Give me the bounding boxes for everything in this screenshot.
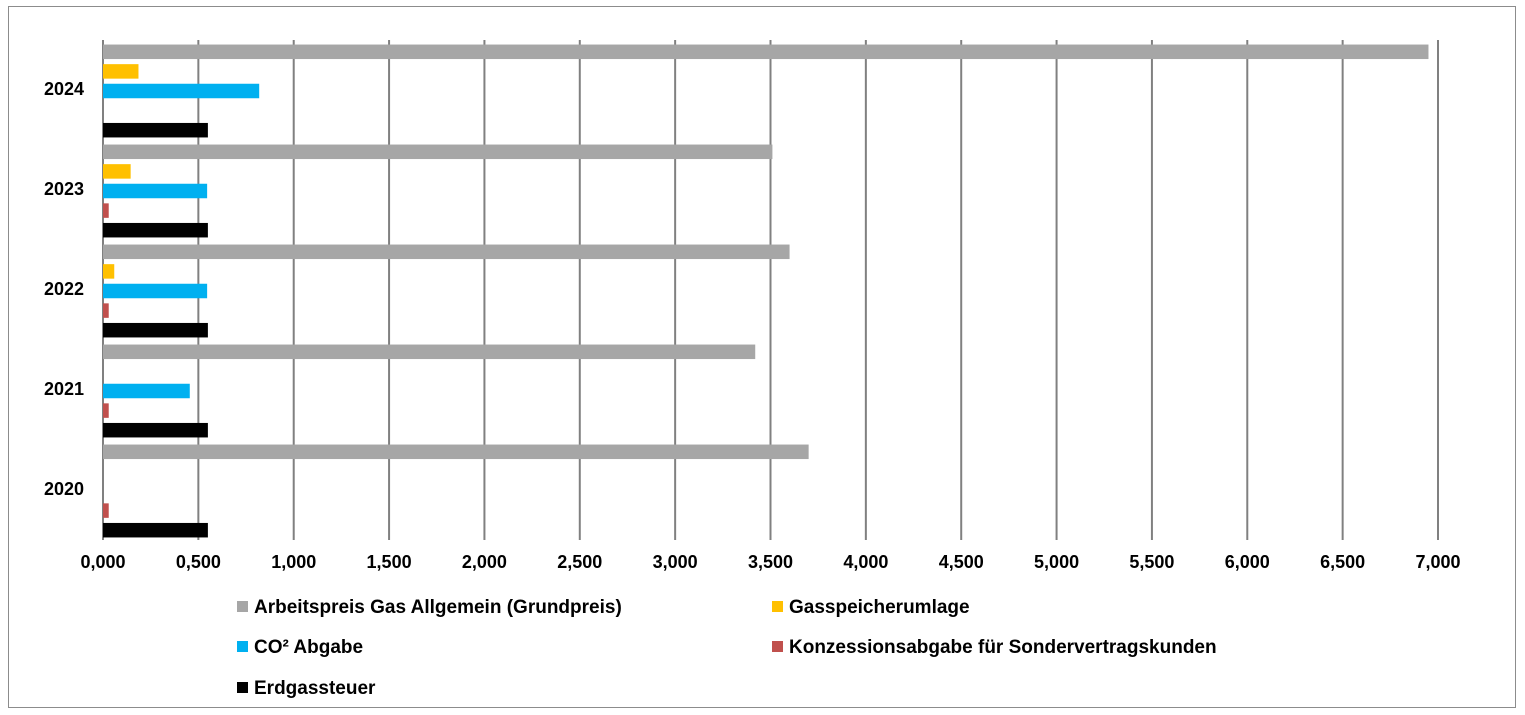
legend-label: Gasspeicherumlage bbox=[789, 597, 970, 618]
x-tick-label: 5,500 bbox=[1129, 552, 1174, 572]
y-tick-label: 2022 bbox=[44, 279, 84, 299]
legend-label: Konzessionsabgabe für Sondervertragskund… bbox=[789, 637, 1217, 658]
legend-label: Arbeitspreis Gas Allgemein (Grundpreis) bbox=[254, 597, 622, 618]
bar-2022-series-4 bbox=[103, 322, 208, 338]
grid-lines bbox=[102, 40, 1439, 540]
x-tick-label: 1,000 bbox=[271, 552, 316, 572]
x-tick-label: 4,500 bbox=[939, 552, 984, 572]
legend: Arbeitspreis Gas Allgemein (Grundpreis) G… bbox=[237, 597, 1217, 699]
bar-2020-series-4 bbox=[103, 522, 208, 538]
x-tick-label: 1,500 bbox=[367, 552, 412, 572]
y-tick-label: 2021 bbox=[44, 379, 84, 399]
legend-label: CO² Abgabe bbox=[254, 637, 363, 658]
chart-frame bbox=[8, 6, 1516, 708]
legend-swatch bbox=[772, 641, 783, 652]
legend-swatch bbox=[237, 601, 248, 612]
y-tick-label: 2023 bbox=[44, 179, 84, 199]
x-axis-tick-labels: 0,000 0,500 1,000 1,500 2,000 2,500 3,000 3,500… bbox=[80, 552, 1460, 572]
legend-swatch bbox=[237, 682, 248, 693]
x-tick-label: 0,000 bbox=[80, 552, 125, 572]
x-tick-label: 2,500 bbox=[557, 552, 602, 572]
bar-2023-series-4 bbox=[103, 222, 208, 238]
bars bbox=[103, 44, 1429, 538]
x-tick-label: 4,000 bbox=[843, 552, 888, 572]
legend-item: Gasspeicherumlage bbox=[772, 597, 970, 618]
bar-2022-series-2 bbox=[103, 283, 208, 299]
x-tick-label: 7,000 bbox=[1415, 552, 1460, 572]
bar-2022-series-0 bbox=[103, 244, 790, 260]
legend-item: CO² Abgabe bbox=[237, 637, 363, 658]
legend-item: Konzessionsabgabe für Sondervertragskund… bbox=[772, 637, 1217, 658]
bar-2024-series-0 bbox=[103, 44, 1429, 60]
y-tick-label: 2020 bbox=[44, 479, 84, 499]
bar-2021-series-3 bbox=[103, 403, 109, 418]
legend-label: Erdgassteuer bbox=[254, 678, 376, 699]
legend-item: Erdgassteuer bbox=[237, 678, 376, 699]
bar-2022-series-1 bbox=[103, 264, 115, 279]
y-tick-label: 2024 bbox=[44, 79, 84, 99]
bar-2022-series-3 bbox=[103, 303, 109, 318]
bar-2023-series-1 bbox=[103, 164, 131, 179]
bar-2024-series-2 bbox=[103, 83, 260, 99]
x-tick-label: 6,500 bbox=[1320, 552, 1365, 572]
x-tick-label: 5,000 bbox=[1034, 552, 1079, 572]
x-tick-label: 6,000 bbox=[1225, 552, 1270, 572]
bar-2020-series-3 bbox=[103, 503, 109, 518]
x-tick-label: 3,500 bbox=[748, 552, 793, 572]
legend-swatch bbox=[772, 601, 783, 612]
bar-2021-series-2 bbox=[103, 383, 190, 399]
y-axis-tick-labels: 2020 2021 2022 2023 2024 bbox=[44, 79, 84, 499]
x-tick-label: 3,000 bbox=[653, 552, 698, 572]
bar-2024-series-4 bbox=[103, 122, 208, 138]
legend-swatch bbox=[237, 641, 248, 652]
bar-2024-series-1 bbox=[103, 64, 139, 79]
bar-2023-series-3 bbox=[103, 203, 109, 218]
bar-2021-series-0 bbox=[103, 344, 756, 360]
x-tick-label: 2,000 bbox=[462, 552, 507, 572]
legend-item: Arbeitspreis Gas Allgemein (Grundpreis) bbox=[237, 597, 622, 618]
bar-2020-series-0 bbox=[103, 444, 809, 460]
bar-2023-series-2 bbox=[103, 183, 208, 199]
bar-2021-series-4 bbox=[103, 422, 208, 438]
bar-2023-series-0 bbox=[103, 144, 773, 160]
x-tick-label: 0,500 bbox=[176, 552, 221, 572]
